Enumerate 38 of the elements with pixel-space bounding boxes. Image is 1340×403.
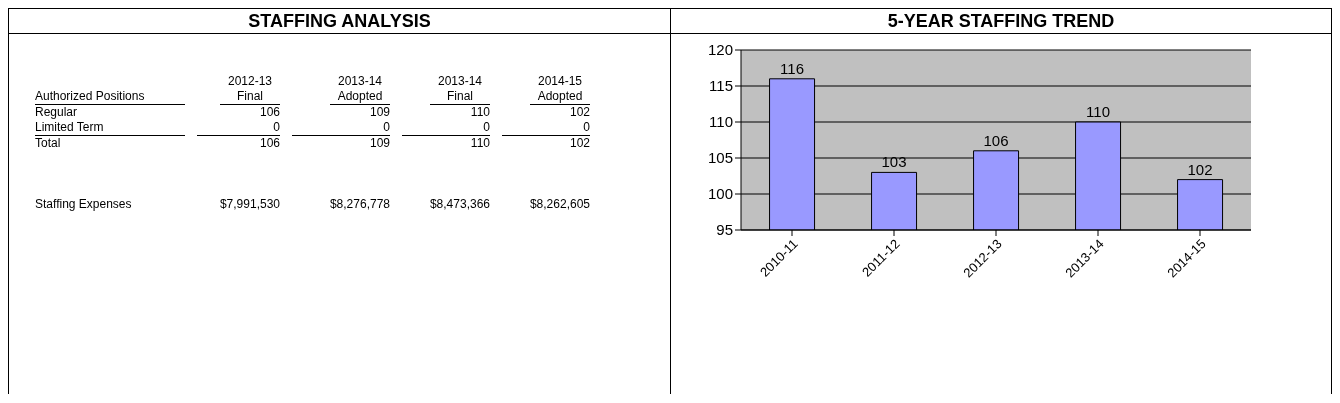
text: 2013-14 Final xyxy=(430,74,490,105)
chart-title: 5-YEAR STAFFING TREND xyxy=(671,9,1331,34)
text: Total xyxy=(35,136,62,151)
data-label: 106 xyxy=(983,131,1009,149)
text: 106 xyxy=(258,136,280,151)
y-tick-label: 115 xyxy=(709,77,733,95)
text: 0 xyxy=(292,120,390,136)
text: $7,991,530 xyxy=(218,197,280,212)
text: $8,276,778 xyxy=(328,197,390,212)
text: Staffing Expenses xyxy=(35,197,133,212)
text: 109 xyxy=(368,136,390,151)
text: 109 xyxy=(368,105,390,120)
text: 110 xyxy=(469,136,490,151)
text: STAFFING ANALYSIS xyxy=(9,9,670,34)
text: 2014-15 Adopted xyxy=(530,74,590,105)
text: 0 xyxy=(502,120,590,136)
y-tick-label: 105 xyxy=(707,149,733,167)
data-label: 103 xyxy=(881,153,907,171)
y-tick-label: 95 xyxy=(716,221,733,239)
y-tick-label: 100 xyxy=(707,185,733,203)
text: Limited Term xyxy=(35,120,185,136)
y-tick-label: 110 xyxy=(709,113,733,131)
text: Authorized Positions xyxy=(35,89,185,105)
text: 2013-14 Adopted xyxy=(330,74,390,105)
text: 2012-13 Final xyxy=(220,74,280,105)
text: 110 xyxy=(469,105,490,120)
text: 0 xyxy=(197,120,280,136)
text: $8,262,605 xyxy=(528,197,590,212)
y-tick-label: 120 xyxy=(707,41,733,59)
text: 106 xyxy=(258,105,280,120)
text: 102 xyxy=(568,105,590,120)
text: 0 xyxy=(402,120,490,136)
text: $8,473,366 xyxy=(428,197,490,212)
data-label: 110 xyxy=(1086,103,1111,120)
data-label: 102 xyxy=(1187,160,1213,178)
data-label: 116 xyxy=(780,59,805,77)
text: 102 xyxy=(568,136,590,151)
text: Regular xyxy=(35,105,79,120)
